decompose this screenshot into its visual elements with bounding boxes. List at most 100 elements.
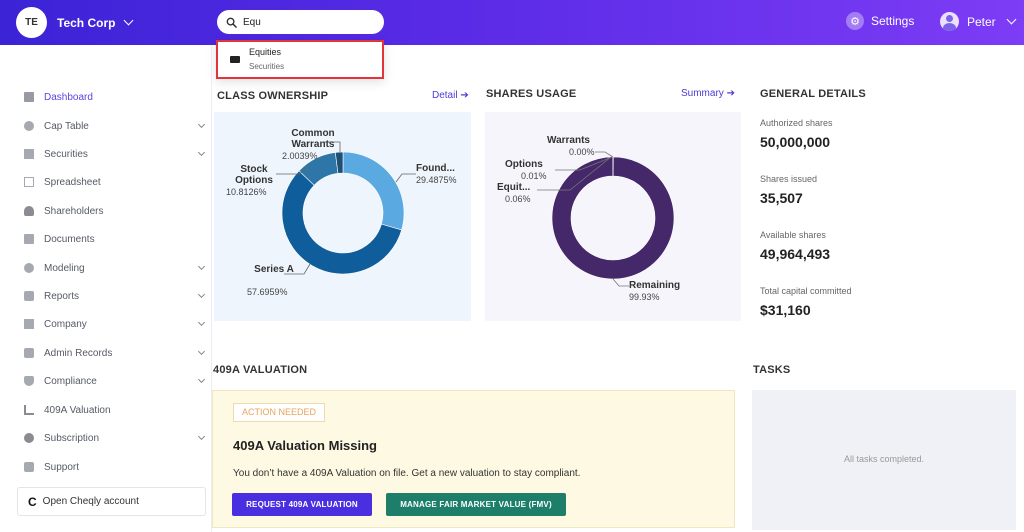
total-capital-label: Total capital committed xyxy=(760,286,852,296)
available-shares-label: Available shares xyxy=(760,230,826,240)
sidebar-item-dashboard[interactable]: Dashboard xyxy=(24,88,208,106)
sidebar-item-label: Admin Records xyxy=(44,347,113,359)
building-icon xyxy=(24,319,34,329)
slice-label-equities: Equit... xyxy=(497,182,531,193)
shares-usage-card: Warrants 0.00% Options 0.01% Equit... 0.… xyxy=(485,112,741,321)
leader-line-warrants xyxy=(595,151,614,158)
sidebar-item-shareholders[interactable]: Shareholders xyxy=(24,202,208,220)
sidebar-item-spreadsheet[interactable]: Spreadsheet xyxy=(24,173,208,191)
slice-pct-warrants: 0.00% xyxy=(569,147,595,157)
settings-label: Settings xyxy=(871,14,915,28)
valuation-card-text: You don’t have a 409A Valuation on file.… xyxy=(233,468,581,479)
sidebar-item-409a-valuation[interactable]: 409A Valuation xyxy=(24,401,208,419)
valuation-card-title: 409A Valuation Missing xyxy=(233,438,378,453)
slice-pct-stock-options: 10.8126% xyxy=(226,187,267,197)
company-name: Tech Corp xyxy=(57,15,116,30)
leader-line-series-a xyxy=(284,263,311,275)
settings-button[interactable]: ⚙ Settings xyxy=(846,12,914,30)
donut-slice-series-a[interactable] xyxy=(281,170,402,275)
sidebar-item-cap-table[interactable]: Cap Table xyxy=(24,117,208,135)
admin-icon xyxy=(24,348,34,358)
search-result-item[interactable]: Equities Securities xyxy=(216,40,384,79)
shares-issued-label: Shares issued xyxy=(760,174,818,184)
subscription-icon xyxy=(24,433,34,443)
donut-slice-common-warrants[interactable] xyxy=(335,151,344,174)
spreadsheet-icon xyxy=(24,177,34,187)
leader-line-stock-options xyxy=(276,166,310,175)
summary-link[interactable]: Summary ➔ xyxy=(681,88,735,99)
sidebar-item-label: Cap Table xyxy=(44,120,89,132)
valuation-icon xyxy=(24,405,34,415)
cheqly-logo-icon: C xyxy=(28,494,37,509)
sidebar-item-label: Spreadsheet xyxy=(44,176,101,188)
securities-icon xyxy=(24,149,34,159)
sidebar-item-compliance[interactable]: Compliance xyxy=(24,372,208,390)
donut-slice-founders[interactable] xyxy=(342,151,405,231)
leader-line-founders xyxy=(395,173,416,183)
donut-slice-remaining[interactable] xyxy=(551,156,675,280)
leader-line-remaining xyxy=(612,278,629,287)
sidebar-item-label: Dashboard xyxy=(44,91,93,103)
sidebar-item-subscription[interactable]: Subscription xyxy=(24,429,208,447)
chevron-down-icon xyxy=(197,148,206,157)
cheqly-label: Open Cheqly account xyxy=(42,496,139,507)
sidebar-item-company[interactable]: Company xyxy=(24,315,208,333)
shield-icon xyxy=(24,376,34,386)
reports-icon xyxy=(24,291,34,301)
user-avatar-icon xyxy=(940,12,959,31)
sidebar-item-label: Reports xyxy=(44,290,80,302)
sidebar-item-securities[interactable]: Securities xyxy=(24,145,208,163)
authorized-shares-value: 50,000,000 xyxy=(760,134,831,150)
search-input[interactable] xyxy=(243,16,373,28)
leader-line-common-warrants xyxy=(324,141,341,152)
open-cheqly-button[interactable]: C Open Cheqly account xyxy=(17,487,206,516)
search-icon xyxy=(226,17,237,28)
person-icon xyxy=(24,206,34,216)
company-switcher[interactable]: TE Tech Corp xyxy=(16,7,134,38)
sidebar-item-label: Shareholders xyxy=(44,205,104,217)
slice-pct-equities: 0.06% xyxy=(505,194,531,204)
slice-pct-series-a: 57.6959% xyxy=(247,287,288,297)
sidebar-item-label: Company xyxy=(44,318,87,330)
chevron-down-icon xyxy=(197,347,206,356)
general-details-title: GENERAL DETAILS xyxy=(760,88,866,100)
tasks-title: TASKS xyxy=(753,364,791,376)
valuation-card: ACTION NEEDED 409A Valuation Missing You… xyxy=(212,390,735,528)
chevron-down-icon xyxy=(197,432,206,441)
slice-pct-options: 0.01% xyxy=(521,171,547,181)
sidebar-item-documents[interactable]: Documents xyxy=(24,230,208,248)
search-box[interactable] xyxy=(217,10,384,34)
action-needed-badge: ACTION NEEDED xyxy=(233,403,326,422)
pie-chart-icon xyxy=(24,121,34,131)
shares-issued-value: 35,507 xyxy=(760,190,803,206)
company-avatar: TE xyxy=(16,7,47,38)
sidebar-item-label: Securities xyxy=(44,148,88,160)
chevron-down-icon xyxy=(197,262,206,271)
sidebar-item-admin-records[interactable]: Admin Records xyxy=(24,344,208,362)
sidebar-item-reports[interactable]: Reports xyxy=(24,287,208,305)
detail-link[interactable]: Detail ➔ xyxy=(432,90,469,101)
sidebar-item-modeling[interactable]: Modeling xyxy=(24,259,208,277)
bulb-icon xyxy=(24,263,34,273)
total-capital-value: $31,160 xyxy=(760,302,811,318)
tasks-empty-text: All tasks completed. xyxy=(843,454,925,464)
folder-icon xyxy=(230,56,240,63)
class-ownership-title: CLASS OWNERSHIP xyxy=(217,90,329,102)
sidebar-item-support[interactable]: Support xyxy=(24,458,208,476)
summary-link-label: Summary xyxy=(681,88,724,99)
request-409a-button[interactable]: REQUEST 409A VALUATION xyxy=(232,493,372,516)
chevron-down-icon xyxy=(197,290,206,299)
detail-link-label: Detail xyxy=(432,90,458,101)
manage-fmv-button[interactable]: MANAGE FAIR MARKET VALUE (FMV) xyxy=(386,493,566,516)
slice-pct-founders: 29.4875% xyxy=(416,175,457,185)
leader-line-equities xyxy=(537,156,612,191)
arrow-right-icon: ➔ xyxy=(726,88,735,99)
slice-label-common-warrants: Common Warrants xyxy=(291,128,335,150)
leader-line-options xyxy=(555,156,613,171)
dashboard-icon xyxy=(24,92,34,102)
class-ownership-donut xyxy=(276,141,416,275)
sidebar-item-label: Subscription xyxy=(44,432,100,444)
user-menu[interactable]: Peter xyxy=(940,12,1017,31)
slice-label-options: Options xyxy=(505,159,543,170)
support-icon xyxy=(24,462,34,472)
